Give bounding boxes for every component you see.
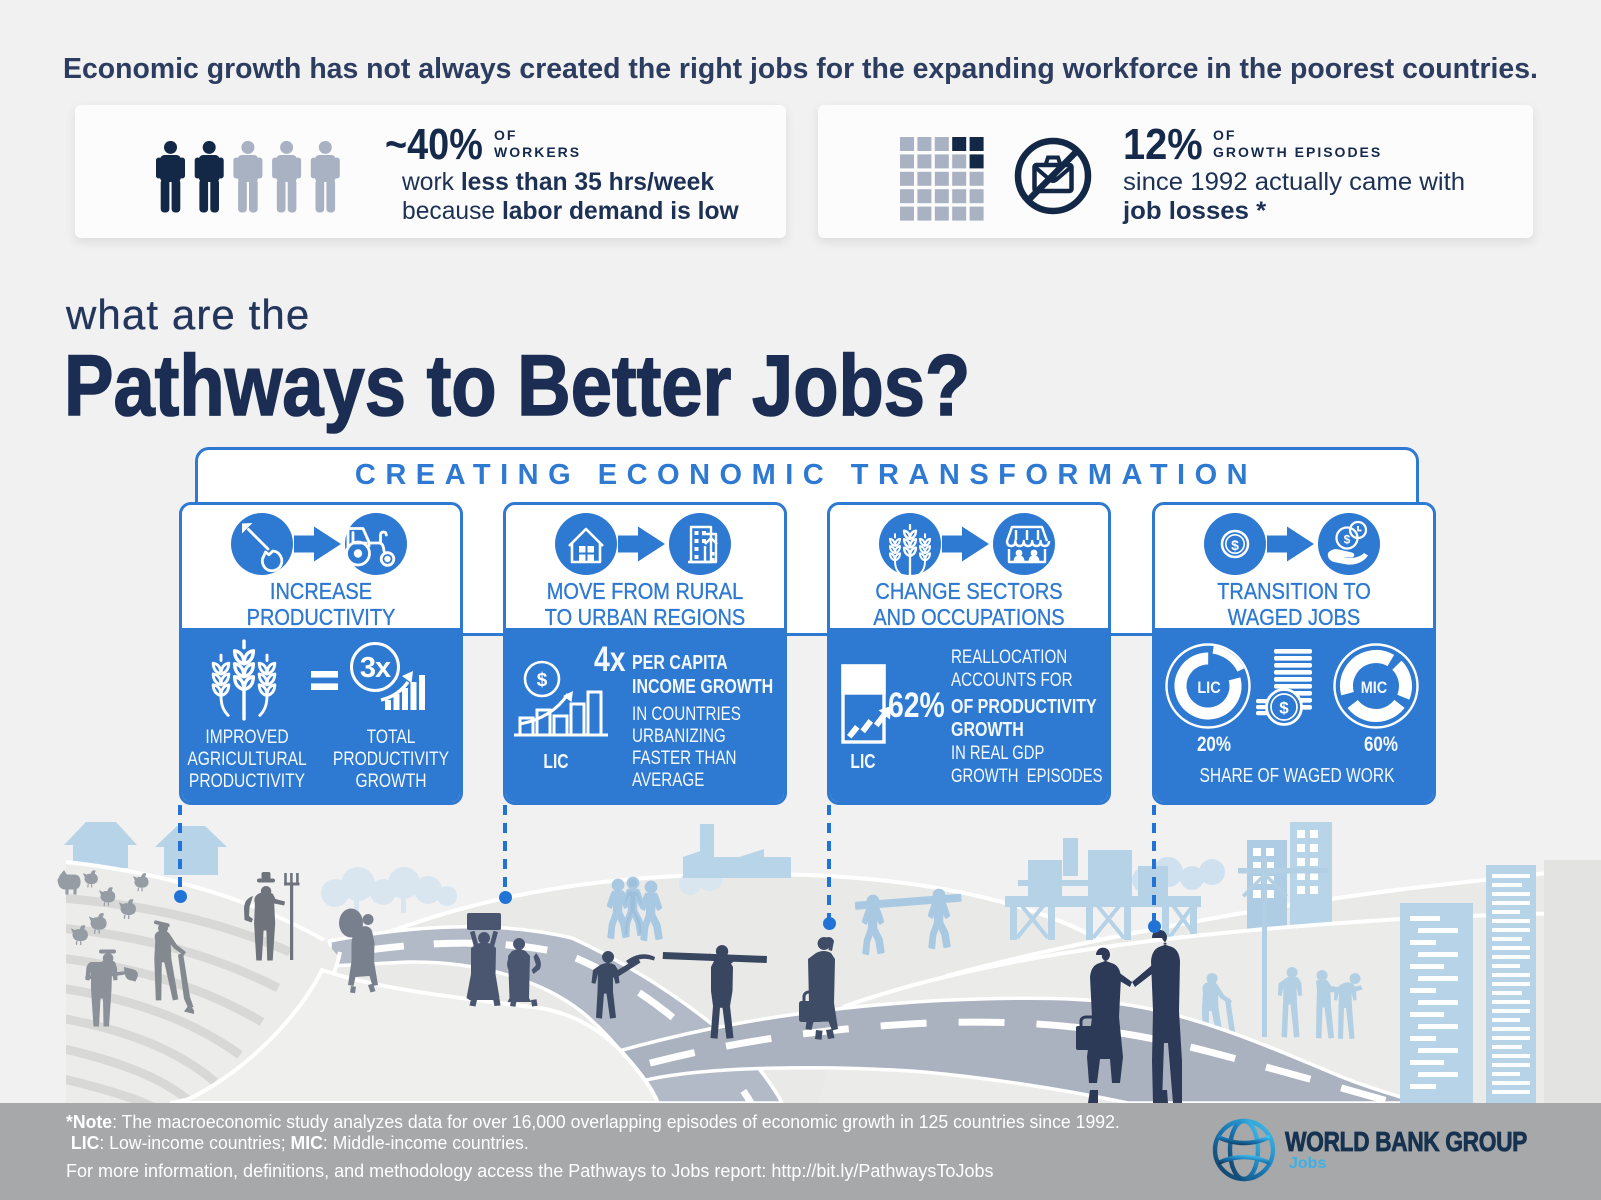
svg-text:$: $ (1231, 537, 1239, 553)
svg-text:$: $ (1279, 699, 1289, 718)
svg-text:$: $ (1344, 533, 1351, 547)
svg-text:3x: 3x (360, 652, 391, 684)
svg-text:$: $ (537, 670, 548, 691)
